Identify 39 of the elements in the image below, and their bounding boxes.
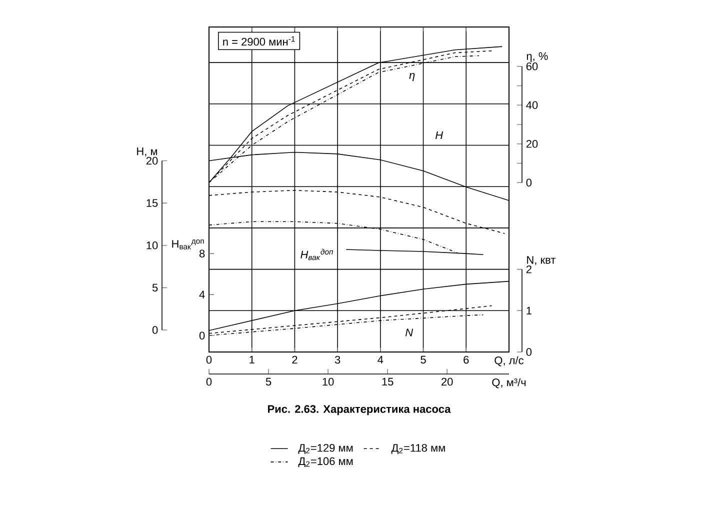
y2-tick-label: 8 bbox=[199, 250, 205, 258]
y-tick-label: 0 bbox=[526, 178, 532, 187]
x-axis-title: Q, л/с bbox=[494, 356, 524, 366]
y-tick-label: 0 bbox=[152, 326, 158, 334]
x-tick-label: 2 bbox=[292, 356, 298, 364]
x2-tick-label: 15 bbox=[382, 378, 394, 386]
x-tick-label: 5 bbox=[420, 356, 426, 364]
x2-axis-title: Q, м³/ч bbox=[492, 378, 526, 388]
y-tick-label: 60 bbox=[526, 62, 538, 70]
x2-tick-label: 0 bbox=[206, 378, 212, 386]
annotation: H bbox=[435, 131, 444, 140]
text: Рис. 2.63. Характеристика насоса bbox=[268, 405, 451, 416]
y-tick-label: 5 bbox=[152, 284, 158, 292]
y2-tick-label: 4 bbox=[199, 290, 205, 298]
x-tick-label: 3 bbox=[334, 356, 340, 364]
y-axis-title: H, м bbox=[137, 148, 158, 157]
x2-tick-label: 5 bbox=[266, 378, 272, 386]
y-tick-label: 15 bbox=[146, 199, 158, 207]
legend-label: Д$_{2}$=129 мм bbox=[298, 444, 353, 454]
annotation: n = 2900 мин$^{-1}$ bbox=[223, 36, 295, 46]
y-tick-label: 20 bbox=[526, 140, 538, 148]
x2-tick-label: 20 bbox=[442, 378, 453, 386]
y2-tick-label: 1 bbox=[526, 306, 532, 314]
y2-tick-label: 0 bbox=[199, 332, 205, 340]
x-tick-label: 4 bbox=[378, 356, 384, 364]
x-tick-label: 6 bbox=[464, 356, 469, 364]
y-tick-label: 20 bbox=[146, 156, 158, 165]
y-tick-label: 40 bbox=[526, 101, 538, 109]
x-tick-label: 1 bbox=[250, 356, 254, 364]
y2-axis-title: N, квт bbox=[527, 256, 556, 266]
legend-label: Д$_{2}$=118 мм bbox=[391, 444, 445, 454]
x2-tick-label: 10 bbox=[322, 378, 334, 386]
y-axis-title: η, % bbox=[526, 52, 548, 62]
y2-tick-label: 2 bbox=[526, 265, 532, 274]
legend-label: Д$_{2}$=106 мм bbox=[298, 457, 353, 468]
y-tick-label: 10 bbox=[146, 241, 158, 250]
x-tick-label: 0 bbox=[206, 356, 212, 364]
annotation: η bbox=[409, 72, 415, 82]
annotation: N bbox=[405, 328, 414, 336]
